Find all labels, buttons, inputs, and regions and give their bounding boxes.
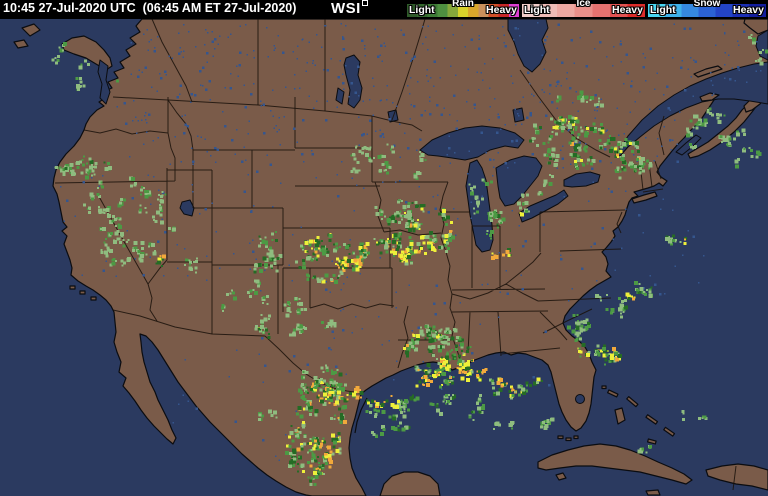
- legend-rain-heavy-label: Heavy: [486, 4, 517, 16]
- legend-rain-light-label: Light: [409, 4, 435, 16]
- haida-gwaii-islands: [13, 23, 41, 49]
- legend-ice-title: Ice: [576, 0, 591, 9]
- radar-echoes-layer: [51, 34, 768, 486]
- bahamas-islands: [601, 385, 676, 445]
- great-salt-lake: [179, 199, 195, 217]
- legend-rain: Rain Light Heavy: [407, 0, 519, 19]
- inland-water-layer: [97, 18, 768, 404]
- long-island: [631, 191, 658, 204]
- yucatan-peninsula: [379, 471, 441, 496]
- lake-huron: [495, 155, 543, 207]
- wsi-logo: WSI: [331, 0, 368, 17]
- florida-keys: [557, 435, 579, 442]
- legend-snow-light-label: Light: [650, 4, 676, 16]
- legend-snow-bar: Light Heavy: [648, 4, 766, 17]
- lake-ontario: [563, 171, 601, 188]
- lake-winnipeg: [343, 54, 363, 109]
- lake-erie: [518, 189, 569, 223]
- channel-islands: [69, 285, 97, 301]
- anticosti-island: [693, 65, 723, 78]
- status-bar: 10:45 27-Jul-2020 UTC (06:45 AM ET 27-Ju…: [0, 0, 768, 19]
- precip-legend: Rain Light Heavy Ice Light Heavy Snow Li…: [407, 0, 766, 19]
- legend-rain-bar: Light Heavy: [407, 4, 519, 17]
- small-lakes-noise-layer: [60, 22, 762, 461]
- us-canada-border: [112, 96, 423, 132]
- timestamp: 10:45 27-Jul-2020 UTC (06:45 AM ET 27-Ju…: [3, 1, 297, 15]
- lake-manitoba: [335, 87, 345, 105]
- newfoundland-corner: [743, 18, 768, 35]
- legend-ice: Ice Light Heavy: [522, 0, 645, 19]
- cuba: [537, 443, 693, 485]
- us-state-borders: [54, 97, 664, 371]
- lake-okeechobee: [575, 394, 585, 404]
- jamaica: [645, 489, 661, 496]
- canadian-province-borders: [151, 18, 665, 158]
- prince-edward-island: [699, 92, 720, 102]
- legend-snow-heavy-label: Heavy: [733, 4, 764, 16]
- bay-of-fundy: [675, 134, 702, 156]
- wsi-logo-text: WSI: [331, 0, 361, 17]
- isle-of-youth: [555, 472, 567, 481]
- political-borders-layer: [54, 18, 737, 491]
- hispaniola: [705, 463, 768, 491]
- lake-superior: [419, 125, 525, 161]
- puget-sound: [97, 59, 111, 105]
- wsi-trademark-icon: [361, 0, 368, 6]
- legend-ice-heavy-label: Heavy: [612, 4, 643, 16]
- st-lawrence-islands: [693, 65, 723, 102]
- legend-ice-bar: Light Heavy: [522, 4, 645, 17]
- legend-snow-title: Snow: [693, 0, 721, 9]
- st-lawrence-gulf: [615, 61, 768, 157]
- legend-snow: Snow Light Heavy: [648, 0, 766, 19]
- legend-ice-light-label: Light: [524, 4, 550, 16]
- legend-rain-title: Rain: [452, 0, 474, 9]
- haiti-dr-border: [732, 465, 737, 491]
- padre-barrier-island: [354, 397, 368, 434]
